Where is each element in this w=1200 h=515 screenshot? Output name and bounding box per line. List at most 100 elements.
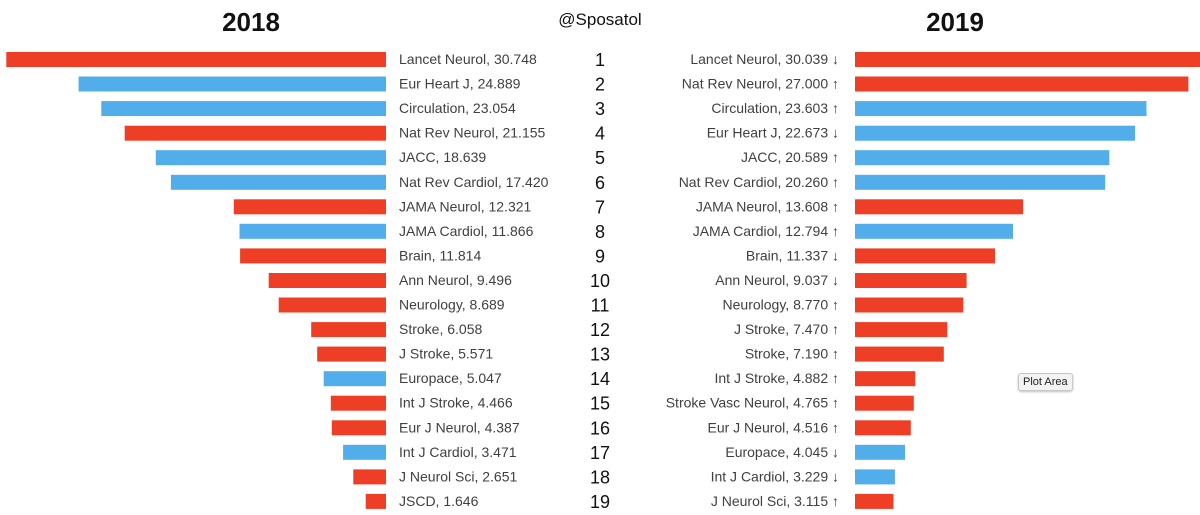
bar-label-2019: Circulation, 23.603 ↑ bbox=[711, 100, 839, 116]
bar-label-2019: JAMA Neurol, 13.608 ↑ bbox=[696, 198, 839, 214]
bar-label-2019: Ann Neurol, 9.037 ↓ bbox=[715, 272, 839, 288]
bar-2018 bbox=[343, 444, 386, 460]
rank-number: 4 bbox=[595, 124, 605, 144]
rank-number: 3 bbox=[595, 99, 605, 119]
bar-2019 bbox=[855, 199, 1024, 215]
bar-2019 bbox=[855, 174, 1106, 190]
bar-label-2019: Europace, 4.045 ↓ bbox=[725, 444, 839, 460]
bar-2018 bbox=[170, 174, 386, 190]
bar-label-2018: JAMA Neurol, 12.321 bbox=[399, 198, 532, 214]
bar-label-2018: Eur Heart J, 24.889 bbox=[399, 76, 521, 92]
bar-label-2018: Nat Rev Neurol, 21.155 bbox=[399, 125, 546, 141]
bar-2018 bbox=[240, 248, 386, 264]
bar-2019 bbox=[855, 346, 944, 362]
bar-label-2018: J Neurol Sci, 2.651 bbox=[399, 468, 517, 484]
bar-2018 bbox=[78, 76, 386, 92]
bar-label-2018: Int J Stroke, 4.466 bbox=[399, 395, 513, 411]
bar-2018 bbox=[239, 223, 386, 239]
bar-2018 bbox=[268, 273, 386, 288]
rank-number: 17 bbox=[590, 443, 610, 463]
rank-number: 6 bbox=[595, 173, 605, 193]
bar-2018 bbox=[331, 420, 386, 436]
bars-2019 bbox=[855, 52, 1200, 509]
bar-label-2019: Int J Stroke, 4.882 ↑ bbox=[714, 370, 839, 386]
bar-2018 bbox=[6, 52, 387, 67]
rank-number: 7 bbox=[595, 197, 605, 217]
author-handle: @Sposatol bbox=[558, 10, 641, 29]
bar-label-2019: Eur Heart J, 22.673 ↓ bbox=[707, 125, 839, 141]
bar-2019 bbox=[855, 52, 1200, 67]
bar-2018 bbox=[330, 395, 386, 411]
bars-2018 bbox=[6, 52, 387, 509]
bar-label-2018: J Stroke, 5.571 bbox=[399, 346, 493, 362]
bar-label-2019: Lancet Neurol, 30.039 ↓ bbox=[690, 51, 839, 67]
rank-number: 2 bbox=[595, 75, 605, 95]
bar-label-2019: JACC, 20.589 ↑ bbox=[741, 149, 839, 165]
bar-label-2019: Brain, 11.337 ↓ bbox=[746, 247, 839, 263]
bar-label-2019: Nat Rev Neurol, 27.000 ↑ bbox=[682, 76, 839, 92]
plot-area-tooltip: Plot Area bbox=[1018, 373, 1073, 391]
bar-2019 bbox=[855, 371, 916, 387]
bar-label-2018: Stroke, 6.058 bbox=[399, 321, 482, 337]
bar-2019 bbox=[855, 125, 1135, 141]
bar-2019 bbox=[855, 444, 905, 460]
rank-number: 12 bbox=[590, 320, 610, 340]
bar-2019 bbox=[855, 76, 1189, 92]
title-2019: 2019 bbox=[926, 7, 984, 37]
rank-number: 1 bbox=[595, 50, 605, 70]
rank-number: 9 bbox=[595, 246, 605, 266]
bar-2019 bbox=[855, 322, 948, 338]
bar-2018 bbox=[323, 371, 386, 387]
rank-number: 15 bbox=[590, 394, 610, 414]
bar-label-2018: Circulation, 23.054 bbox=[399, 100, 516, 116]
bar-2018 bbox=[311, 322, 386, 338]
bar-2018 bbox=[101, 101, 387, 117]
bar-label-2019: Stroke Vasc Neurol, 4.765 ↑ bbox=[666, 395, 839, 411]
rank-number: 18 bbox=[590, 467, 610, 487]
bar-2019 bbox=[855, 223, 1013, 239]
rank-number: 19 bbox=[590, 492, 610, 512]
rank-number: 5 bbox=[595, 148, 605, 168]
bar-2018 bbox=[353, 469, 386, 485]
bar-label-2018: Eur J Neurol, 4.387 bbox=[399, 419, 520, 435]
labels-2018: Lancet Neurol, 30.748 Eur Heart J, 24.889… bbox=[399, 51, 549, 509]
bar-label-2018: Lancet Neurol, 30.748 bbox=[399, 51, 537, 67]
bar-2018 bbox=[278, 297, 386, 313]
bar-2019 bbox=[855, 297, 964, 313]
bar-2019 bbox=[855, 395, 914, 411]
bar-label-2019: J Stroke, 7.470 ↑ bbox=[734, 321, 839, 337]
bar-label-2019: Stroke, 7.190 ↑ bbox=[745, 346, 839, 362]
bar-2018 bbox=[124, 125, 386, 141]
rank-number: 13 bbox=[590, 345, 610, 365]
bar-label-2018: Int J Cardiol, 3.471 bbox=[399, 444, 517, 460]
bar-label-2019: Eur J Neurol, 4.516 ↑ bbox=[707, 419, 839, 435]
bar-2019 bbox=[855, 420, 911, 436]
rank-number: 8 bbox=[595, 222, 605, 242]
rank-number: 11 bbox=[591, 296, 610, 316]
bar-label-2018: JSCD, 1.646 bbox=[399, 493, 479, 509]
bar-label-2019: Int J Cardiol, 3.229 ↓ bbox=[711, 468, 839, 484]
bar-label-2018: Ann Neurol, 9.496 bbox=[399, 272, 512, 288]
bar-2019 bbox=[855, 273, 967, 288]
bar-2018 bbox=[155, 150, 386, 166]
bar-label-2019: Nat Rev Cardiol, 20.260 ↑ bbox=[679, 174, 839, 190]
bar-label-2018: JACC, 18.639 bbox=[399, 149, 486, 165]
bar-2019 bbox=[855, 493, 894, 509]
bar-2018 bbox=[233, 199, 386, 215]
bar-label-2018: JAMA Cardiol, 11.866 bbox=[399, 223, 534, 239]
labels-2019: Lancet Neurol, 30.039 ↓ Nat Rev Neurol, 2… bbox=[666, 51, 839, 509]
bar-2018 bbox=[365, 493, 386, 509]
bar-label-2019: Neurology, 8.770 ↑ bbox=[723, 297, 839, 313]
rank-number: 16 bbox=[590, 418, 610, 438]
rank-number: 14 bbox=[590, 369, 610, 389]
bar-2018 bbox=[317, 346, 386, 362]
bar-2019 bbox=[855, 469, 895, 485]
bar-2019 bbox=[855, 101, 1147, 117]
bar-label-2018: Europace, 5.047 bbox=[399, 370, 502, 386]
bar-2019 bbox=[855, 150, 1110, 166]
bar-label-2019: JAMA Cardiol, 12.794 ↑ bbox=[693, 223, 839, 239]
title-2018: 2018 bbox=[222, 7, 280, 37]
bar-label-2018: Neurology, 8.689 bbox=[399, 297, 505, 313]
